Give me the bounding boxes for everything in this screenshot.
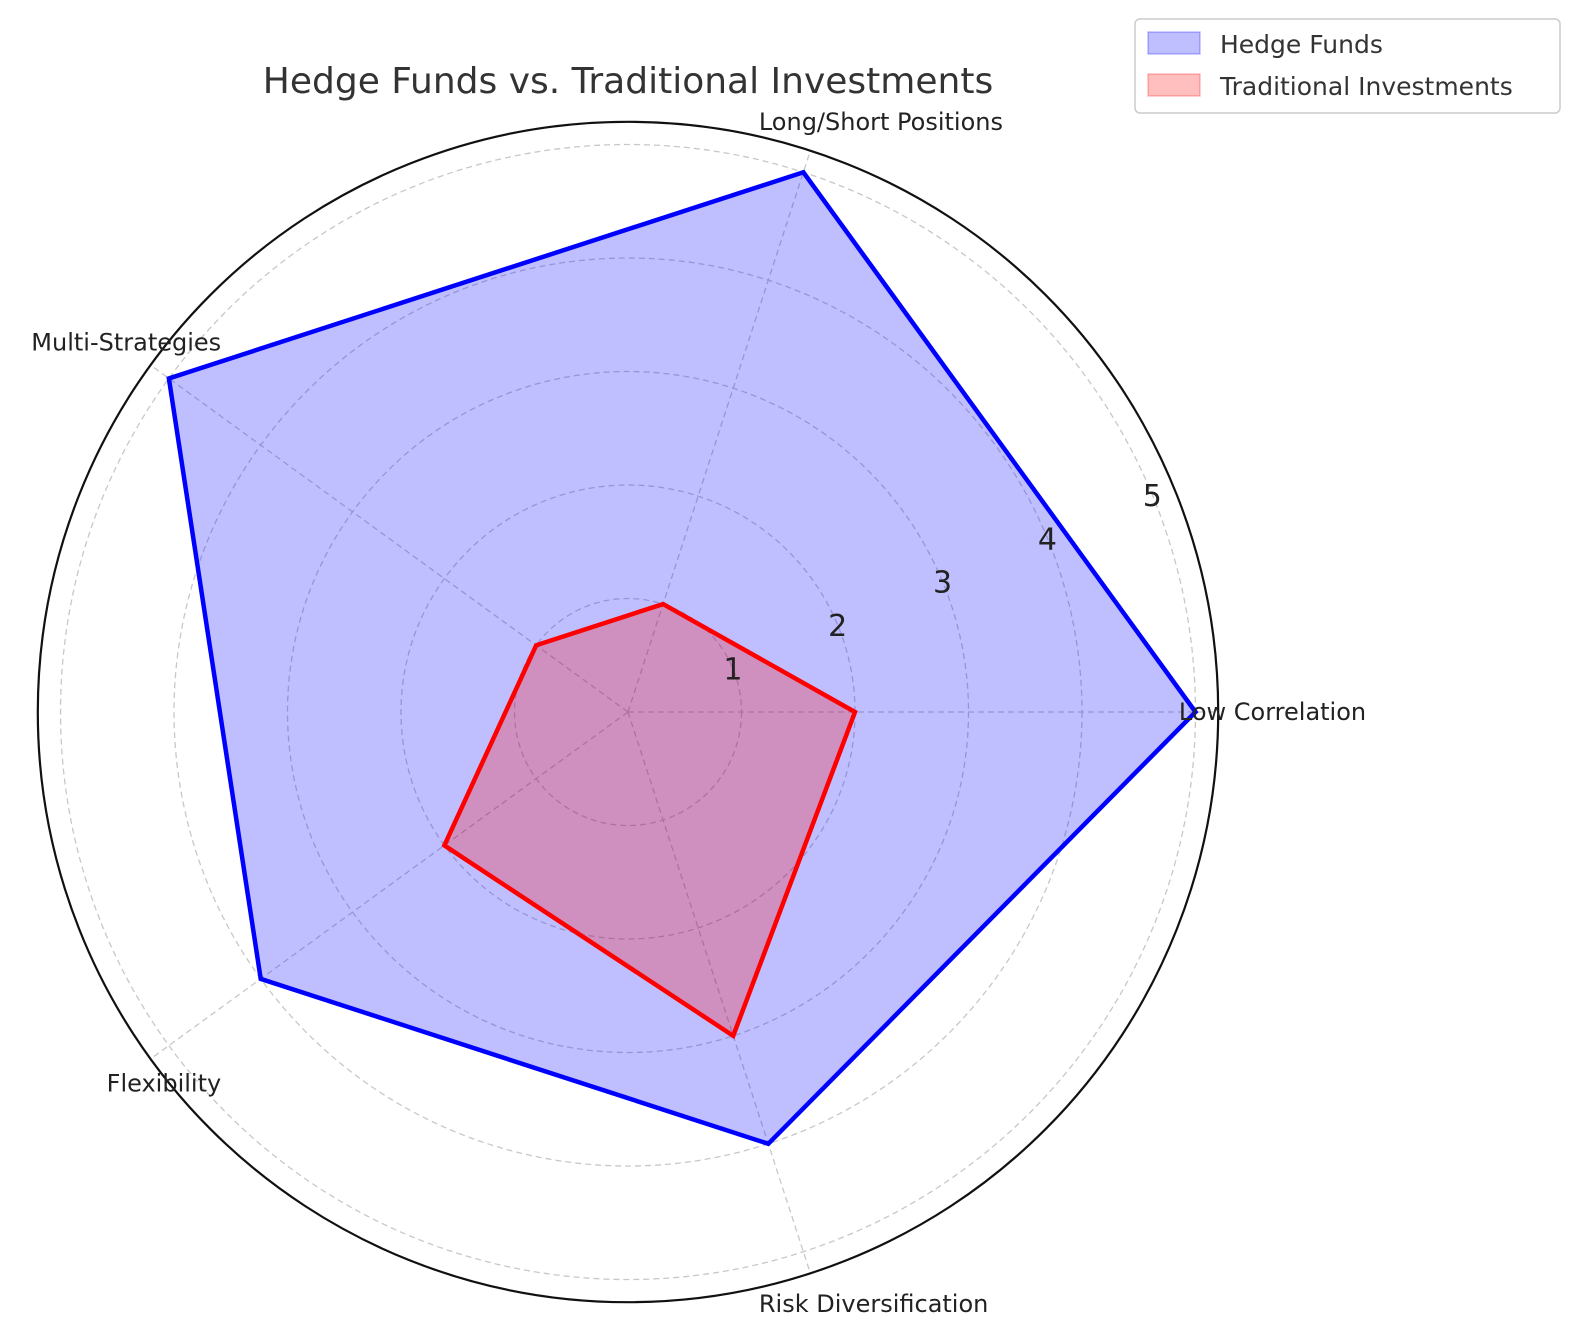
radial-tick-label: 4 (1038, 522, 1057, 557)
angular-gridline (150, 711, 629, 1060)
angular-gridline (627, 711, 812, 1274)
legend[interactable]: Hedge Funds Traditional Investments (1134, 18, 1561, 114)
category-label: Risk Diversification (759, 1290, 989, 1318)
series-line-traditional-investments (441, 601, 858, 1040)
radial-tick-label: 1 (723, 653, 742, 688)
series-area-traditional-investments (444, 604, 855, 1036)
series-line-hedge-funds (166, 169, 1199, 1147)
angular-gridline (150, 364, 629, 713)
radial-tick-label: 3 (933, 566, 952, 601)
radar-labels: 1 2 3 4 5 Low Correlation Long/Short Positions… (31, 108, 1366, 1318)
legend-label-traditional-investments: Traditional Investments (1219, 72, 1513, 101)
angular-gridline (627, 150, 812, 713)
series-area-hedge-funds (168, 172, 1196, 1144)
radial-tick-label: 2 (828, 609, 847, 644)
category-label: Low Correlation (1179, 698, 1366, 726)
legend-label-hedge-funds: Hedge Funds (1220, 30, 1383, 59)
chart-title: Hedge Funds vs. Traditional Investments (263, 61, 993, 102)
category-label: Flexibility (107, 1069, 222, 1097)
legend-swatch-traditional-investments (1147, 73, 1201, 97)
radial-tick-label: 5 (1143, 479, 1162, 514)
category-label: Multi-Strategies (31, 329, 221, 357)
polar-frame (36, 120, 1220, 1304)
legend-swatch-hedge-funds (1147, 31, 1201, 55)
legend-frame (1134, 18, 1561, 114)
category-label: Long/Short Positions (759, 108, 1003, 136)
radar-series (166, 169, 1199, 1147)
